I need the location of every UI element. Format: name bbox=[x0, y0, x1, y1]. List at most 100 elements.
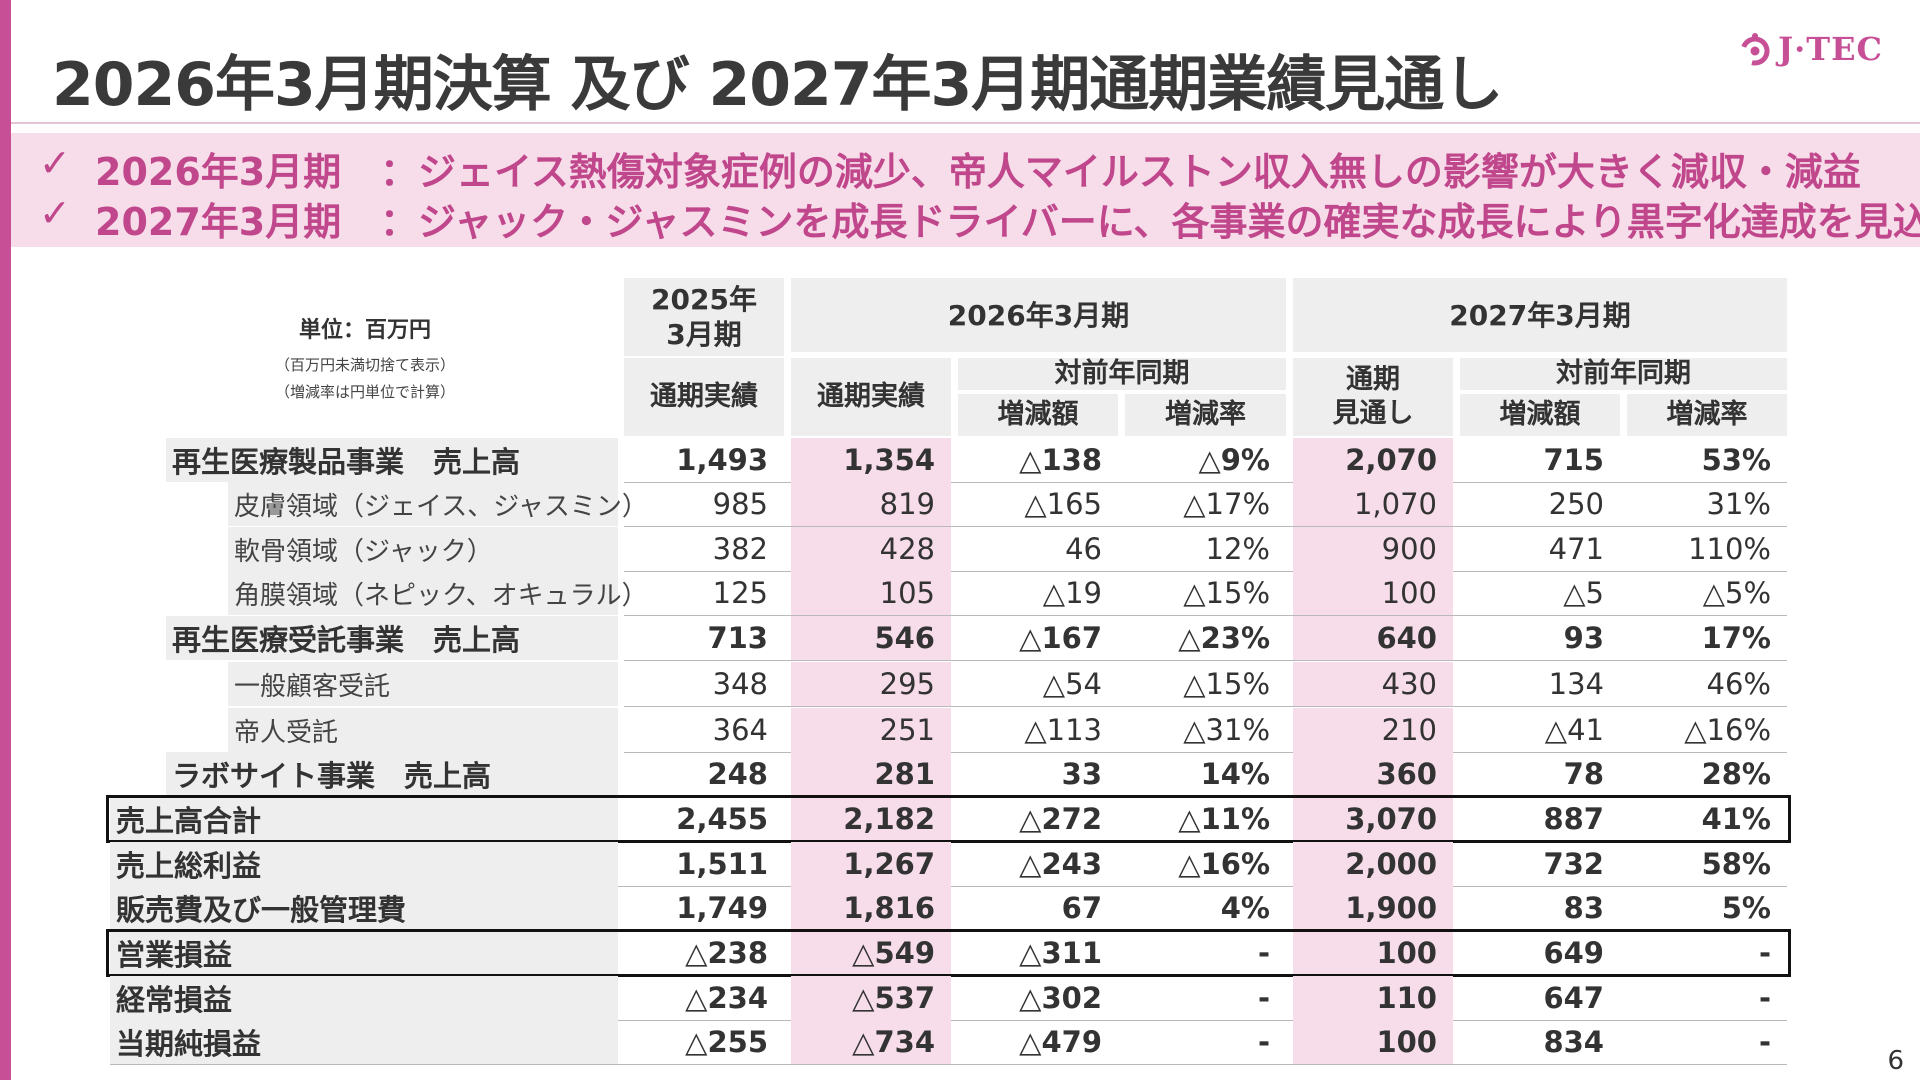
row-divider bbox=[624, 706, 1787, 707]
cell-fy2027-change-amt: 732 bbox=[1543, 847, 1604, 881]
cell-fy2026-actual: △537 bbox=[791, 976, 951, 1020]
cell-fy2026-actual: 819 bbox=[791, 482, 951, 526]
row-divider bbox=[624, 571, 1787, 572]
cell-fy2026-actual: 295 bbox=[791, 662, 951, 706]
header-fy2026-change-rate: 増減率 bbox=[1125, 394, 1286, 436]
cell-fy2026-actual: 1,354 bbox=[791, 438, 951, 482]
title-divider bbox=[11, 122, 1920, 124]
table-row: 皮膚領域（ジェイス、ジャスミン） 985 819 △165 △17% 1,070 250 31… bbox=[0, 482, 1920, 527]
row-label: ラボサイト事業 売上高 bbox=[166, 752, 618, 796]
summary-banner: ✓ 2026年3月期 ： ジェイス熱傷対象症例の減少、帝人マイルストン収入無しの… bbox=[11, 133, 1920, 247]
cell-fy2026-change-rate: 14% bbox=[1200, 757, 1270, 791]
cell-fy2026-change-amt: 46 bbox=[1065, 532, 1102, 566]
summary-period: 2027年3月期 bbox=[95, 200, 342, 244]
cell-fy2026-change-amt: 33 bbox=[1061, 757, 1102, 791]
cell-fy2025-actual: 382 bbox=[712, 532, 768, 566]
cell-fy2027-forecast: 100 bbox=[1293, 931, 1453, 975]
cell-fy2027-change-amt: 649 bbox=[1543, 936, 1604, 970]
summary-period: 2026年3月期 bbox=[95, 150, 342, 194]
table-row: 角膜領域（ネピック、オキュラル） 125 105 △19 △15% 100 △5 △5% bbox=[0, 571, 1920, 616]
rate-note: （増減率は円単位で計算） bbox=[274, 383, 455, 401]
cell-fy2027-forecast: 640 bbox=[1293, 616, 1453, 660]
row-label: 角膜領域（ネピック、オキュラル） bbox=[228, 571, 648, 615]
cell-fy2027-change-amt: 134 bbox=[1548, 667, 1604, 701]
cell-fy2027-forecast: 100 bbox=[1293, 1020, 1453, 1064]
table-row: 当期純損益 △255 △734 △479-100 834- bbox=[0, 1020, 1920, 1065]
table-row: 一般顧客受託 348 295 △54 △15% 430 134 46% bbox=[0, 662, 1920, 707]
table-row: 再生医療製品事業 売上高 1,493 1,354 △138 △9% 2,070 715 53% bbox=[0, 438, 1920, 483]
cell-fy2026-actual: 251 bbox=[791, 708, 951, 752]
cell-fy2025-actual: 1,511 bbox=[676, 847, 768, 881]
cell-fy2026-change-rate: △11% bbox=[1178, 802, 1270, 836]
cell-fy2027-change-amt: 834 bbox=[1543, 1025, 1604, 1059]
cell-fy2026-change-rate: △16% bbox=[1178, 847, 1270, 881]
header-fy2026-yoy: 対前年同期 bbox=[958, 358, 1286, 390]
cell-fy2026-change-rate: - bbox=[1257, 981, 1270, 1015]
cell-fy2027-change-amt: 471 bbox=[1548, 532, 1604, 566]
cell-fy2027-change-amt: 250 bbox=[1548, 487, 1604, 521]
header-fy2026-actual: 通期実績 bbox=[791, 358, 951, 436]
accent-sidebar bbox=[0, 0, 11, 1080]
table-row: 売上総利益 1,511 1,267 △243 △16% 2,000 732 58% bbox=[0, 842, 1920, 887]
cell-fy2025-actual: △255 bbox=[685, 1025, 768, 1059]
table-row: 営業損益 △238 △549 △311-100 649- bbox=[0, 931, 1920, 976]
cell-fy2025-actual: 248 bbox=[707, 757, 768, 791]
cell-fy2027-change-rate: △5% bbox=[1702, 576, 1771, 610]
cell-fy2027-forecast: 110 bbox=[1293, 976, 1453, 1020]
cell-fy2026-change-rate: △31% bbox=[1183, 713, 1270, 747]
header-fy2026-change-amt: 増減額 bbox=[958, 394, 1118, 436]
cell-fy2026-change-rate: △15% bbox=[1183, 576, 1270, 610]
cell-fy2027-change-rate: 31% bbox=[1706, 487, 1771, 521]
cell-fy2027-change-rate: 28% bbox=[1701, 757, 1771, 791]
cell-fy2025-actual: 1,493 bbox=[676, 443, 768, 477]
cell-fy2027-change-rate: 41% bbox=[1701, 802, 1771, 836]
cell-fy2026-actual: 1,267 bbox=[791, 842, 951, 886]
cell-fy2027-change-amt: 715 bbox=[1543, 443, 1604, 477]
table-row: 販売費及び一般管理費 1,749 1,816 67 4% 1,900 83 5% bbox=[0, 886, 1920, 931]
row-label: 販売費及び一般管理費 bbox=[110, 886, 618, 930]
cell-fy2027-change-rate: 53% bbox=[1701, 443, 1771, 477]
table-row: 軟骨領域（ジャック） 382 428 46 12% 900 471 110% bbox=[0, 527, 1920, 572]
cell-fy2026-change-amt: △272 bbox=[1019, 802, 1102, 836]
cell-fy2027-forecast: 100 bbox=[1293, 571, 1453, 615]
cell-fy2025-actual: 364 bbox=[712, 713, 768, 747]
cell-fy2027-change-amt: △5 bbox=[1563, 576, 1604, 610]
cell-fy2026-change-rate: △9% bbox=[1198, 443, 1270, 477]
page-number: 6 bbox=[1887, 1046, 1904, 1076]
cell-fy2027-change-amt: 647 bbox=[1543, 981, 1604, 1015]
cell-fy2027-change-rate: - bbox=[1758, 981, 1771, 1015]
cell-fy2026-actual: 1,816 bbox=[791, 886, 951, 930]
cell-fy2026-change-rate: △17% bbox=[1183, 487, 1270, 521]
cell-fy2026-change-amt: △479 bbox=[1019, 1025, 1102, 1059]
cell-fy2027-change-rate: △16% bbox=[1684, 713, 1771, 747]
summary-line-2026: ✓ 2026年3月期 ： ジェイス熱傷対象症例の減少、帝人マイルストン収入無しの… bbox=[39, 141, 1861, 196]
row-divider bbox=[624, 526, 1787, 527]
checkmark-icon: ✓ bbox=[39, 191, 71, 235]
cell-fy2026-change-rate: 4% bbox=[1220, 891, 1270, 925]
cell-fy2025-actual: 985 bbox=[712, 487, 768, 521]
row-divider bbox=[624, 752, 1787, 753]
table-row: 帝人受託 364 251 △113 △31% 210 △41 △16% bbox=[0, 708, 1920, 753]
cell-fy2026-change-rate: △15% bbox=[1183, 667, 1270, 701]
row-divider bbox=[624, 660, 1787, 661]
row-divider bbox=[624, 482, 1787, 483]
row-label: 経常損益 bbox=[110, 976, 618, 1020]
cell-fy2026-change-amt: △54 bbox=[1042, 667, 1102, 701]
summary-colon: ： bbox=[380, 150, 419, 194]
summary-line-2027: ✓ 2027年3月期 ： ジャック・ジャスミンを成長ドライバーに、各事業の確実な… bbox=[39, 191, 1920, 246]
cell-fy2025-actual: △238 bbox=[685, 936, 768, 970]
table-row: 売上高合計 2,455 2,182 △272 △11% 3,070 887 41% bbox=[0, 797, 1920, 842]
cell-fy2025-actual: 348 bbox=[712, 667, 768, 701]
cell-fy2027-change-amt: △41 bbox=[1544, 713, 1604, 747]
logo-mark-icon bbox=[1738, 32, 1772, 66]
rounding-note: （百万円未満切捨て表示） bbox=[274, 356, 455, 374]
cell-fy2027-change-rate: 46% bbox=[1706, 667, 1771, 701]
cell-fy2026-actual: 281 bbox=[791, 752, 951, 796]
cell-fy2026-actual: 2,182 bbox=[791, 797, 951, 841]
row-label: 売上高合計 bbox=[110, 797, 618, 841]
row-label: 一般顧客受託 bbox=[228, 662, 618, 706]
cell-fy2026-actual: 428 bbox=[791, 527, 951, 571]
cell-fy2027-change-rate: 17% bbox=[1701, 621, 1771, 655]
header-fy2025-actual: 通期実績 bbox=[624, 358, 784, 436]
cell-fy2025-actual: 2,455 bbox=[676, 802, 768, 836]
